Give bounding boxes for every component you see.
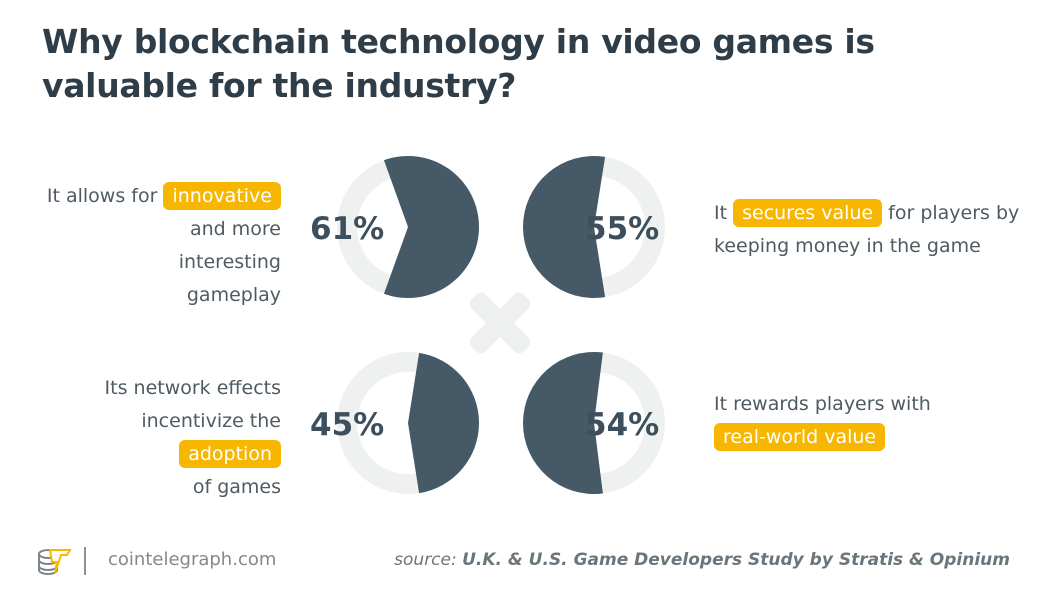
highlight-adoption: adoption	[179, 440, 281, 468]
highlight-innovative: innovative	[163, 182, 281, 210]
pie-4: 54%	[523, 352, 665, 494]
highlight-secures-value: secures value	[733, 199, 883, 227]
pie-slice	[523, 156, 606, 299]
page-title: Why blockchain technology in video games…	[42, 22, 875, 105]
item-3-description: Its network effects incentivize the adop…	[104, 377, 281, 498]
cointelegraph-logo-icon	[38, 549, 72, 576]
site-link[interactable]: cointelegraph.com	[108, 549, 277, 570]
item-4-description: It rewards players with real-world value	[714, 388, 954, 454]
center-x-icon	[469, 292, 531, 354]
pie-slice	[383, 155, 480, 298]
highlight-real-world-value: real-world value	[714, 423, 886, 451]
item-2-description: It secures value for players by keeping …	[714, 197, 1024, 263]
pie-2: 55%	[523, 156, 665, 299]
pie-slice	[523, 352, 603, 494]
pie-percentage-label: 61%	[310, 211, 384, 247]
pie-1: 61%	[310, 155, 480, 298]
item-1-description: It allows for innovative and more intere…	[21, 180, 281, 312]
pie-percentage-label: 55%	[585, 211, 659, 247]
source-note: source: U.K. & U.S. Game Developers Stud…	[394, 550, 1010, 570]
footer-divider	[84, 547, 86, 575]
pie-percentage-label: 54%	[585, 407, 659, 443]
pie-slice	[408, 352, 480, 494]
pie-percentage-label: 45%	[310, 407, 384, 443]
pie-3: 45%	[310, 352, 480, 494]
